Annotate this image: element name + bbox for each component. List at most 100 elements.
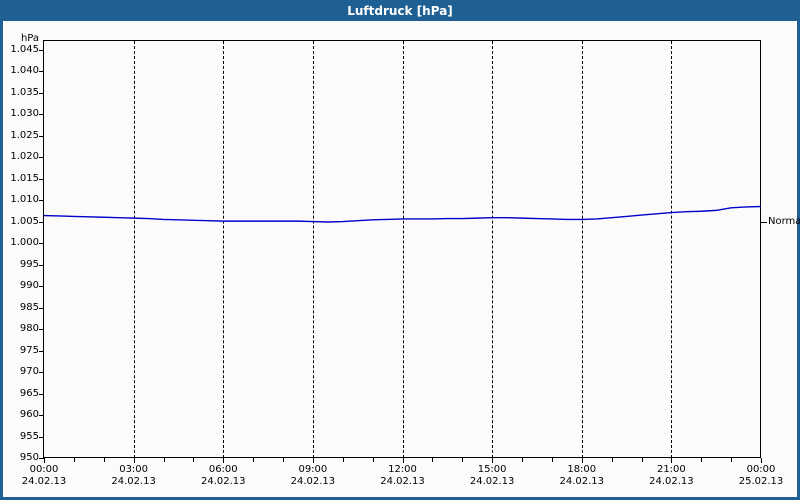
y-axis-tick-mark [39, 458, 44, 459]
y-axis-tick-mark [39, 286, 44, 288]
x-axis-tick-mark [44, 458, 45, 463]
y-axis-tick-label: 955 [19, 430, 39, 442]
normal-reference-tick [761, 221, 767, 223]
y-axis-tick-label: 1.045 [10, 43, 39, 55]
y-axis-tick-label: 1.000 [10, 237, 39, 249]
x-axis-date-label: 24.02.13 [469, 476, 515, 487]
y-axis-tick-mark [39, 221, 44, 223]
gridline-vertical [581, 41, 583, 458]
gridline-vertical [312, 41, 314, 458]
plot-frame [43, 40, 761, 458]
page-title: Luftdruck [hPa] [347, 3, 453, 18]
y-axis-tick-mark [39, 415, 44, 416]
y-axis-tick-label: 1.015 [10, 172, 39, 184]
x-axis-time-label: 18:00 [567, 464, 597, 475]
x-axis-minor-tick [372, 458, 374, 462]
y-axis-tick-mark [39, 393, 44, 395]
x-axis-date-label: 25.02.13 [738, 476, 784, 487]
y-axis-tick-mark [39, 200, 44, 202]
x-axis-tick-mark [223, 458, 225, 463]
x-axis-tick-mark [312, 458, 314, 463]
x-axis-time-label: 00:00 [746, 464, 776, 475]
x-axis-minor-tick [701, 458, 703, 462]
y-axis-tick-label: 1.005 [10, 215, 39, 227]
x-axis-date-label: 24.02.13 [290, 476, 336, 487]
x-axis-tick-label: 21:00 24.02.13 [636, 464, 706, 488]
normal-legend-label: Normal [768, 215, 800, 227]
x-axis-date-label: 24.02.13 [559, 476, 605, 487]
x-axis-time-label: 00:00 [29, 464, 59, 475]
x-axis-minor-tick [551, 458, 553, 462]
x-axis-tick-mark [492, 458, 494, 463]
x-axis-minor-tick [163, 458, 165, 462]
x-axis-time-label: 21:00 [656, 464, 686, 475]
x-axis-time-label: 03:00 [119, 464, 149, 475]
y-axis-tick-label: 960 [19, 409, 39, 420]
y-axis-tick-mark [39, 135, 44, 137]
y-axis-tick-label: 970 [19, 366, 39, 378]
x-axis-tick-label: 09:00 24.02.13 [278, 464, 348, 488]
gridline-vertical [133, 41, 135, 458]
x-axis-minor-tick [611, 458, 613, 462]
y-axis-tick-label: 1.030 [10, 108, 39, 120]
y-axis-tick-label: 995 [19, 258, 39, 270]
gridline-vertical [492, 41, 494, 458]
y-axis-tick-label: 985 [19, 301, 39, 313]
y-axis-tick-label: 965 [19, 387, 39, 399]
y-axis-tick-mark [39, 178, 44, 180]
y-axis-tick-label: 1.020 [10, 151, 39, 163]
gridline-vertical [223, 41, 225, 458]
x-axis-tick-label: 18:00 24.02.13 [547, 464, 617, 488]
x-axis-tick-mark [402, 458, 404, 463]
x-axis-date-label: 24.02.13 [380, 476, 425, 487]
y-axis-tick-label: 1.040 [10, 65, 39, 77]
x-axis-tick-label: 03:00 24.02.13 [99, 464, 169, 488]
y-axis-tick-mark [39, 157, 44, 159]
gridline-vertical [402, 41, 404, 458]
y-axis-tick-label: 950 [19, 452, 39, 463]
y-axis-tick-label: 1.010 [10, 194, 39, 206]
x-axis-minor-tick [432, 458, 434, 462]
x-axis-minor-tick [522, 458, 523, 462]
x-axis-tick-mark [133, 458, 135, 463]
x-axis-minor-tick [253, 458, 255, 462]
x-axis-minor-tick [641, 458, 643, 462]
x-axis-tick-label: 15:00 24.02.13 [457, 464, 527, 488]
x-axis-tick-mark [581, 458, 583, 463]
gridline-vertical [671, 41, 673, 458]
y-axis-tick-mark [39, 350, 44, 352]
x-axis-date-label: 24.02.13 [111, 476, 156, 487]
x-axis-date-label: 24.02.13 [649, 476, 694, 487]
x-axis-tick-label: 00:00 25.02.13 [726, 464, 796, 488]
x-axis-date-label: 24.02.13 [200, 476, 246, 487]
y-axis-tick-label: 990 [19, 280, 39, 292]
y-axis-tick-mark [39, 264, 44, 266]
pressure-series-line [44, 205, 761, 223]
x-axis-minor-tick [462, 458, 464, 462]
y-axis-tick-mark [39, 114, 44, 116]
window-title-bar: Luftdruck [hPa] [0, 0, 800, 21]
y-axis-tick-mark [39, 92, 44, 94]
chart-canvas: hPa 1.045 1.040 1.035 1.030 1.025 1.020 1.015 1… [3, 21, 800, 497]
x-axis-tick-label: 00:00 24.02.13 [9, 464, 79, 488]
x-axis-time-label: 15:00 [477, 464, 507, 475]
y-axis-tick-mark [39, 329, 44, 331]
y-axis-tick-label: 975 [19, 344, 39, 356]
x-axis-minor-tick [73, 458, 75, 462]
y-axis-tick-label: 1.035 [10, 86, 39, 98]
x-axis-tick-label: 06:00 24.02.13 [188, 464, 258, 488]
x-axis-tick-mark [671, 458, 673, 463]
x-axis-minor-tick [283, 458, 284, 462]
x-axis-minor-tick [342, 458, 344, 462]
x-axis-time-label: 09:00 [298, 464, 328, 475]
y-axis-tick-label: 980 [19, 323, 39, 335]
y-axis-tick-mark [39, 372, 44, 374]
y-axis-tick-mark [39, 243, 44, 245]
x-axis-minor-tick [193, 458, 195, 462]
x-axis-tick-label: 12:00 24.02.13 [368, 464, 438, 488]
y-axis-tick-mark [39, 49, 44, 51]
y-axis-unit-label: hPa [20, 33, 39, 44]
x-axis-time-label: 06:00 [208, 464, 238, 475]
x-axis-tick-mark [761, 458, 762, 463]
